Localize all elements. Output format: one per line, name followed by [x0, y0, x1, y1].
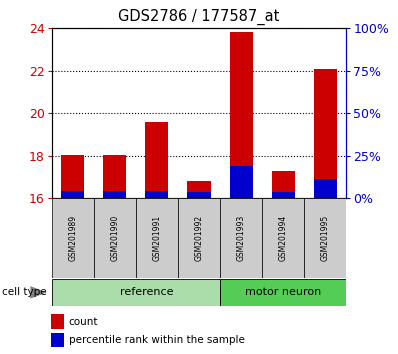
- Bar: [271, 171, 295, 198]
- Text: cell type: cell type: [2, 287, 47, 297]
- Text: reference: reference: [120, 287, 173, 297]
- Bar: [230, 32, 253, 198]
- Bar: [145, 192, 168, 198]
- Text: GSM201994: GSM201994: [279, 215, 288, 261]
- Text: motor neuron: motor neuron: [245, 287, 321, 297]
- Text: percentile rank within the sample: percentile rank within the sample: [69, 335, 244, 345]
- Text: GSM201991: GSM201991: [152, 215, 162, 261]
- FancyBboxPatch shape: [94, 198, 136, 278]
- Text: GSM201992: GSM201992: [195, 215, 203, 261]
- FancyBboxPatch shape: [220, 198, 262, 278]
- Bar: [187, 181, 211, 198]
- FancyBboxPatch shape: [220, 279, 346, 306]
- Text: GSM201993: GSM201993: [236, 215, 246, 261]
- Polygon shape: [30, 286, 47, 299]
- FancyBboxPatch shape: [52, 198, 94, 278]
- Bar: [230, 166, 253, 198]
- Text: GSM201989: GSM201989: [68, 215, 77, 261]
- Bar: [103, 191, 127, 198]
- Bar: [103, 155, 127, 198]
- FancyBboxPatch shape: [136, 198, 178, 278]
- FancyBboxPatch shape: [52, 279, 220, 306]
- Bar: [187, 192, 211, 198]
- Text: GSM201995: GSM201995: [321, 215, 330, 261]
- FancyBboxPatch shape: [178, 198, 220, 278]
- FancyBboxPatch shape: [262, 198, 304, 278]
- Bar: [145, 122, 168, 198]
- Bar: [51, 314, 64, 329]
- Bar: [61, 155, 84, 198]
- Text: GSM201990: GSM201990: [110, 215, 119, 261]
- Bar: [51, 332, 64, 347]
- Bar: [314, 179, 337, 198]
- Text: GDS2786 / 177587_at: GDS2786 / 177587_at: [118, 9, 280, 25]
- Bar: [271, 192, 295, 198]
- Text: count: count: [69, 316, 98, 327]
- FancyBboxPatch shape: [304, 198, 346, 278]
- Bar: [314, 69, 337, 198]
- Bar: [61, 192, 84, 198]
